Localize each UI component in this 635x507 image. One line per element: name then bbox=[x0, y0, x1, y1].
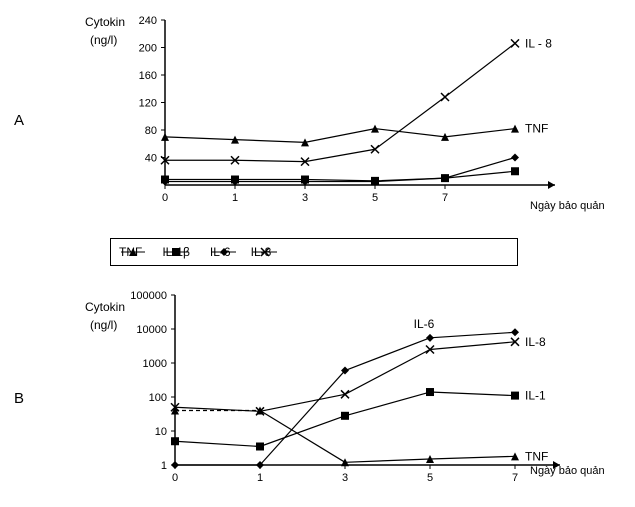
svg-text:100000: 100000 bbox=[130, 290, 167, 302]
svg-text:10: 10 bbox=[155, 426, 167, 438]
svg-text:IL-6: IL-6 bbox=[414, 317, 435, 331]
chart-b: 11010010001000010000001357TNFIL-1IL-6IL-… bbox=[135, 290, 595, 490]
chart-a: 40 80 120 160 200 240 0 1 3 5 7 TNF IL - 8 bbox=[135, 15, 595, 205]
svg-text:40: 40 bbox=[145, 153, 157, 165]
svg-text:0: 0 bbox=[162, 192, 168, 204]
panel-b-ytitle1: Cytokin bbox=[85, 300, 125, 314]
svg-text:1: 1 bbox=[161, 460, 167, 472]
svg-text:0: 0 bbox=[172, 472, 178, 484]
svg-text:IL-8: IL-8 bbox=[525, 335, 546, 349]
svg-text:3: 3 bbox=[302, 192, 308, 204]
legend-item-il1: IL-1β bbox=[162, 245, 190, 259]
svg-text:1000: 1000 bbox=[143, 358, 167, 370]
svg-text:160: 160 bbox=[139, 70, 157, 82]
legend: TNF IL-1β IL-6 IL-8 bbox=[110, 238, 518, 266]
svg-text:TNF: TNF bbox=[525, 122, 548, 136]
panel-b-label: B bbox=[14, 390, 24, 407]
panel-b-ytitle2: (ng/l) bbox=[90, 318, 117, 332]
legend-item-tnf: TNF bbox=[119, 245, 142, 259]
panel-a-xtitle: Ngày bảo quản bbox=[530, 200, 605, 212]
svg-text:1: 1 bbox=[232, 192, 238, 204]
svg-text:240: 240 bbox=[139, 15, 157, 27]
panel-a-label: A bbox=[14, 112, 24, 129]
legend-item-il8: IL-8 bbox=[251, 245, 272, 259]
svg-text:3: 3 bbox=[342, 472, 348, 484]
panel-b-xtitle: Ngày bảo quản bbox=[530, 465, 605, 477]
svg-text:IL - 8: IL - 8 bbox=[525, 36, 552, 50]
svg-text:80: 80 bbox=[145, 125, 157, 137]
svg-text:10000: 10000 bbox=[136, 324, 167, 336]
svg-text:IL-1: IL-1 bbox=[525, 389, 546, 403]
panel-a-ytitle1: Cytokin bbox=[85, 15, 125, 29]
svg-text:7: 7 bbox=[442, 192, 448, 204]
svg-text:1: 1 bbox=[257, 472, 263, 484]
legend-item-il6: IL-6 bbox=[210, 245, 231, 259]
svg-text:TNF: TNF bbox=[525, 449, 548, 463]
svg-text:5: 5 bbox=[372, 192, 378, 204]
panel-a-ytitle2: (ng/l) bbox=[90, 33, 117, 47]
svg-text:100: 100 bbox=[149, 392, 167, 404]
svg-text:5: 5 bbox=[427, 472, 433, 484]
svg-text:120: 120 bbox=[139, 98, 157, 110]
svg-text:200: 200 bbox=[139, 43, 157, 55]
svg-text:7: 7 bbox=[512, 472, 518, 484]
